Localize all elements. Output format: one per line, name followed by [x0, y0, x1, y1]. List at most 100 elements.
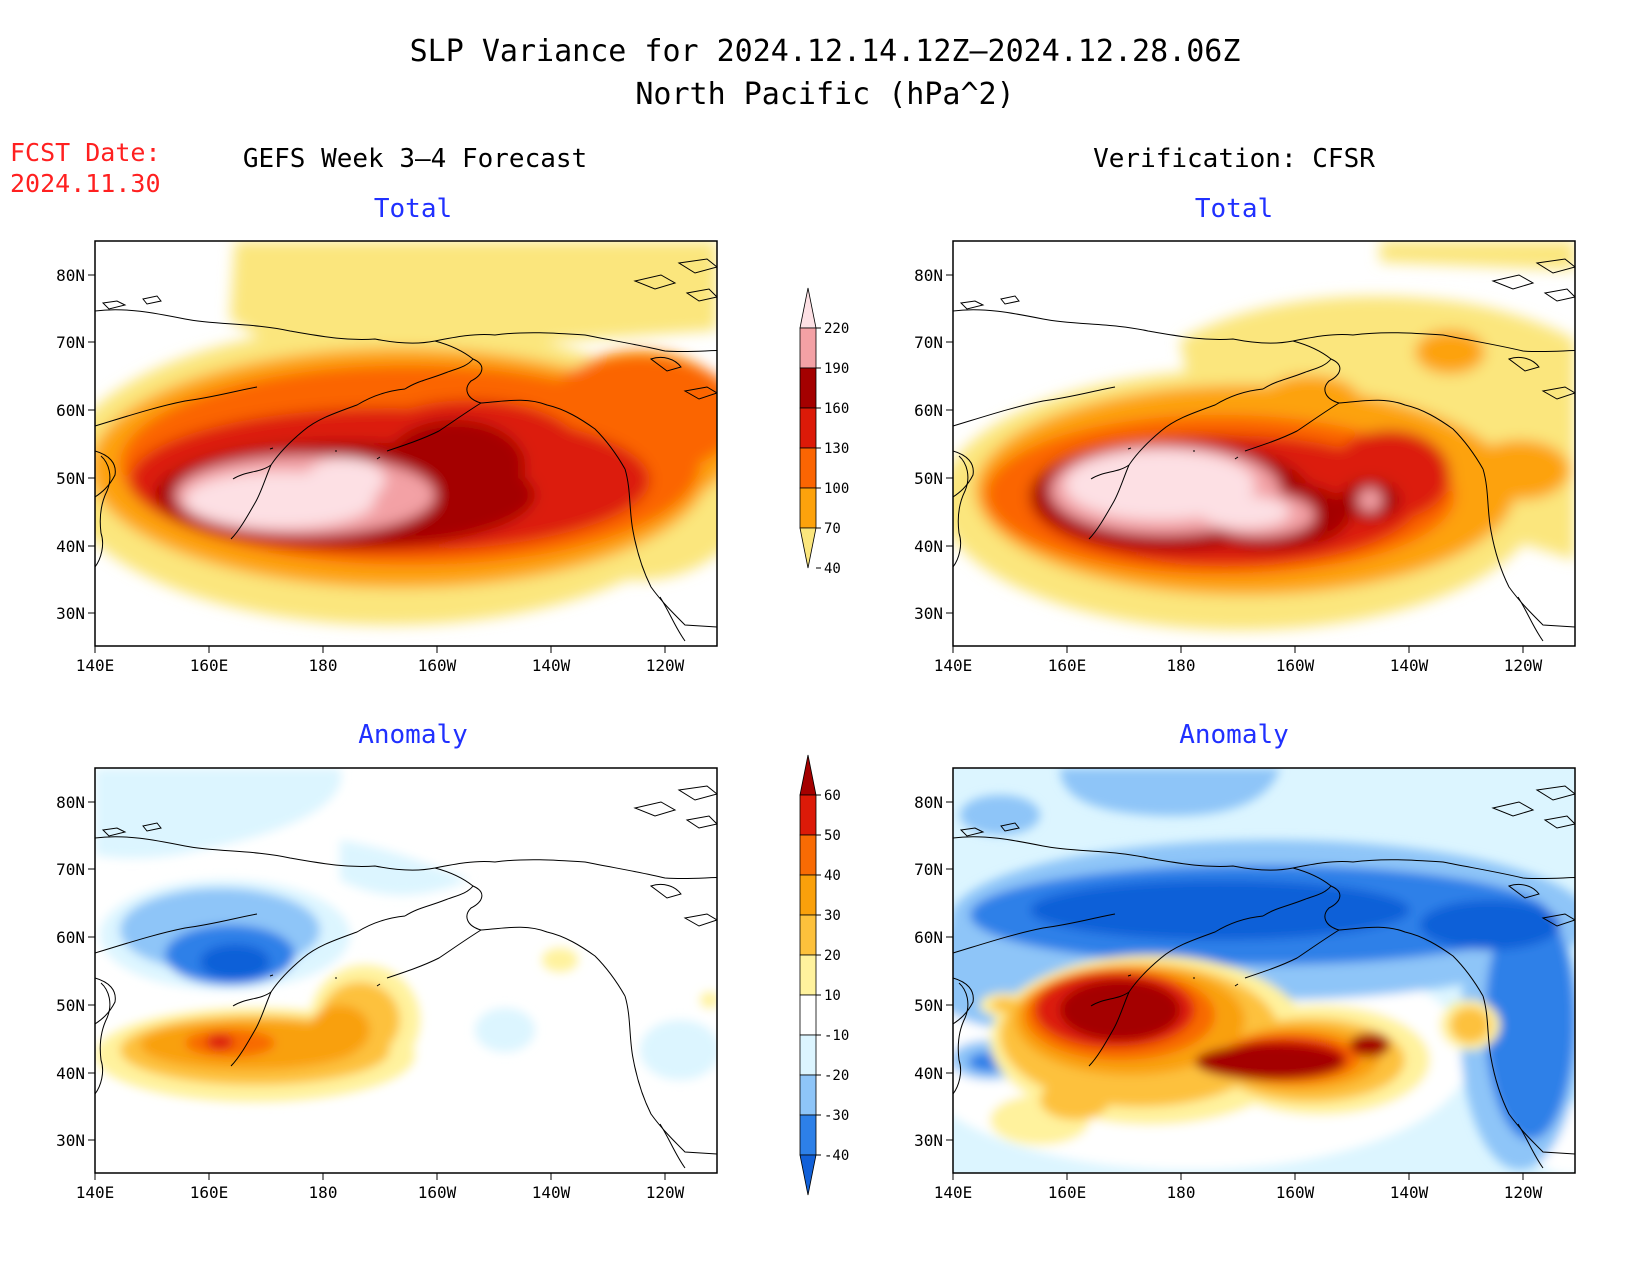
lat-label-forecast-total: 30N — [56, 604, 85, 623]
colorbar-swatch — [799, 834, 817, 876]
lat-label-verification-total: 40N — [914, 537, 943, 556]
panel-title-verification-total: Total — [1195, 194, 1273, 224]
colorbar-label: 220 — [824, 321, 849, 337]
colorbar-label: 40 — [824, 868, 841, 884]
lon-label-verification-total: 160W — [1276, 656, 1315, 675]
colorbar-label: 70 — [824, 521, 841, 537]
lat-label-forecast-anomaly: 80N — [56, 793, 85, 812]
map-verification-anomaly — [952, 767, 1576, 1174]
colorbar-swatch — [799, 447, 817, 489]
lat-label-forecast-total: 40N — [56, 537, 85, 556]
colorbar-swatch — [799, 994, 817, 1036]
lon-label-forecast-total: 180 — [309, 656, 338, 675]
colorbar-label: 190 — [824, 361, 849, 377]
lon-label-verification-total: 120W — [1504, 656, 1543, 675]
map-forecast-anomaly — [94, 767, 718, 1174]
forecast-column-title: GEFS Week 3—4 Forecast — [243, 144, 587, 174]
lon-label-verification-anomaly: 140E — [934, 1183, 973, 1202]
colorbar-label: -40 — [824, 1148, 849, 1164]
colorbar-label: -10 — [824, 1028, 849, 1044]
lat-label-verification-total: 60N — [914, 401, 943, 420]
lat-label-verification-anomaly: 50N — [914, 996, 943, 1015]
lat-label-verification-anomaly: 80N — [914, 793, 943, 812]
colorbar-label: 60 — [824, 788, 841, 804]
lat-label-verification-anomaly: 30N — [914, 1131, 943, 1150]
lat-label-forecast-total: 70N — [56, 333, 85, 352]
lat-label-forecast-anomaly: 70N — [56, 860, 85, 879]
lat-label-forecast-anomaly: 60N — [56, 928, 85, 947]
colorbar-swatch — [799, 407, 817, 449]
lat-label-forecast-total: 80N — [56, 266, 85, 285]
lon-label-verification-total: 180 — [1167, 656, 1196, 675]
colorbar-label: -30 — [824, 1108, 849, 1124]
lat-label-verification-total: 30N — [914, 604, 943, 623]
lon-label-forecast-anomaly: 120W — [646, 1183, 685, 1202]
colorbar-swatch — [799, 874, 817, 916]
colorbar-swatch — [799, 954, 817, 996]
verification-column-title: Verification: CFSR — [1093, 144, 1375, 174]
lon-label-verification-total: 160E — [1048, 656, 1087, 675]
panel-title-forecast-total: Total — [374, 194, 452, 224]
lon-label-verification-anomaly: 140W — [1390, 1183, 1429, 1202]
colorbar-label: 40 — [824, 561, 841, 577]
lon-label-forecast-anomaly: 160E — [190, 1183, 229, 1202]
colorbar-anomaly: -40 -30 -20 -10 10 20 30 40 50 60 — [799, 754, 849, 1196]
panel-title-forecast-anomaly: Anomaly — [358, 720, 468, 750]
colorbar-label: -20 — [824, 1068, 849, 1084]
colorbar-tip — [799, 287, 817, 329]
lat-label-forecast-total: 50N — [56, 469, 85, 488]
lat-label-verification-anomaly: 60N — [914, 928, 943, 947]
lat-label-forecast-anomaly: 50N — [56, 996, 85, 1015]
map-verification-total — [952, 240, 1576, 647]
colorbar-swatch — [799, 794, 817, 836]
lon-label-verification-anomaly: 160W — [1276, 1183, 1315, 1202]
colorbar-swatch — [799, 327, 817, 369]
fcst-date-label: FCST Date: — [10, 138, 161, 167]
lat-label-verification-anomaly: 40N — [914, 1064, 943, 1083]
colorbar-label: 10 — [824, 988, 841, 1004]
title-line1: SLP Variance for 2024.12.14.12Z—2024.12.… — [410, 34, 1241, 69]
map-forecast-total — [94, 240, 718, 647]
colorbar-label: 30 — [824, 908, 841, 924]
colorbar-tip — [799, 527, 817, 569]
colorbar-label: 130 — [824, 441, 849, 457]
colorbar-label: 50 — [824, 828, 841, 844]
colorbar-swatch — [799, 1114, 817, 1156]
lon-label-verification-total: 140E — [934, 656, 973, 675]
title-line2: North Pacific (hPa^2) — [635, 77, 1014, 112]
lon-label-forecast-anomaly: 140E — [76, 1183, 115, 1202]
panel-title-verification-anomaly: Anomaly — [1179, 720, 1289, 750]
lon-label-forecast-anomaly: 160W — [418, 1183, 457, 1202]
lon-label-forecast-total: 160W — [418, 656, 457, 675]
lat-label-forecast-anomaly: 40N — [56, 1064, 85, 1083]
colorbar-label: 160 — [824, 401, 849, 417]
colorbar-swatch — [799, 367, 817, 409]
lat-label-verification-total: 50N — [914, 469, 943, 488]
lon-label-verification-anomaly: 180 — [1167, 1183, 1196, 1202]
colorbar-swatch — [799, 1074, 817, 1116]
lon-label-forecast-total: 120W — [646, 656, 685, 675]
colorbar-swatch — [799, 914, 817, 956]
colorbar-tip — [799, 754, 817, 796]
colorbar-label: 100 — [824, 481, 849, 497]
colorbar-label: 20 — [824, 948, 841, 964]
fcst-date-value: 2024.11.30 — [10, 169, 161, 198]
lat-label-forecast-anomaly: 30N — [56, 1131, 85, 1150]
lon-label-forecast-total: 140W — [532, 656, 571, 675]
lat-label-verification-anomaly: 70N — [914, 860, 943, 879]
lon-label-forecast-total: 160E — [190, 656, 229, 675]
lon-label-forecast-anomaly: 180 — [309, 1183, 338, 1202]
colorbar-tip — [799, 1154, 817, 1196]
lat-label-forecast-total: 60N — [56, 401, 85, 420]
lon-label-verification-anomaly: 160E — [1048, 1183, 1087, 1202]
colorbar-swatch — [799, 1034, 817, 1076]
lon-label-forecast-anomaly: 140W — [532, 1183, 571, 1202]
colorbar-total: 40 70 100 130 160 190 220 — [799, 287, 849, 577]
colorbar-swatch — [799, 487, 817, 529]
lon-label-verification-total: 140W — [1390, 656, 1429, 675]
lon-label-forecast-total: 140E — [76, 656, 115, 675]
lon-label-verification-anomaly: 120W — [1504, 1183, 1543, 1202]
lat-label-verification-total: 80N — [914, 266, 943, 285]
lat-label-verification-total: 70N — [914, 333, 943, 352]
